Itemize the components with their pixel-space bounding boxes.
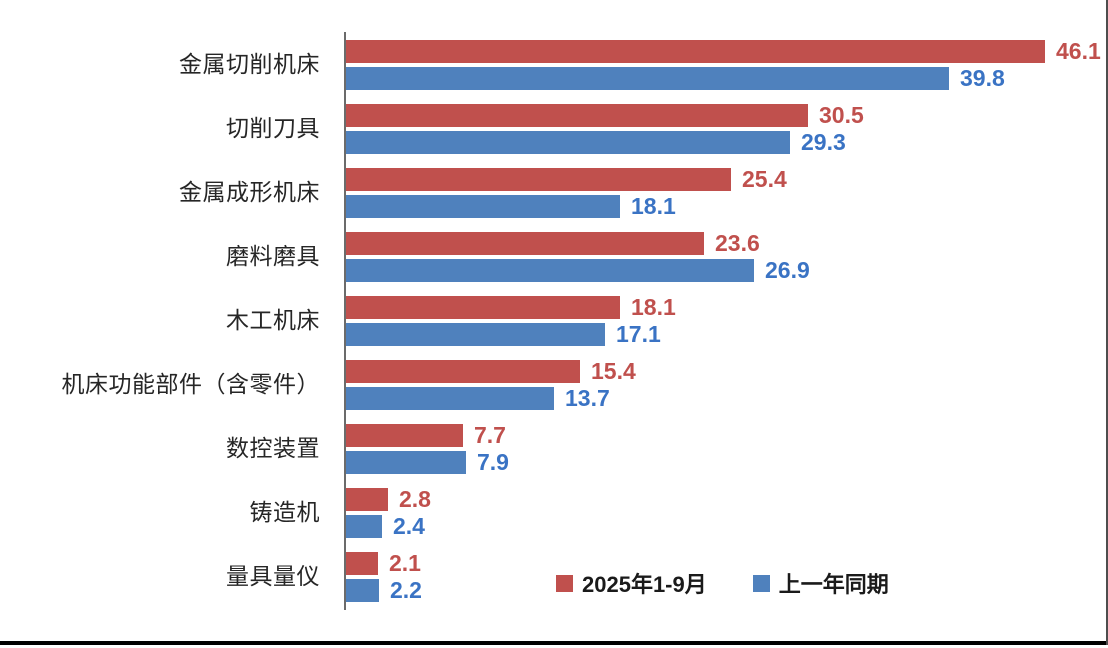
bar-current-period — [346, 360, 580, 383]
bar-line-previous-period: 26.9 — [346, 259, 1108, 282]
bar-current-period — [346, 424, 463, 447]
category-bars: 18.1 17.1 — [346, 296, 1108, 346]
category-bars: 7.7 7.9 — [346, 424, 1108, 474]
category-label: 金属成形机床 — [179, 179, 320, 206]
legend-item-previous-period: 上一年同期 — [752, 567, 889, 599]
data-label-previous-period: 26.9 — [765, 257, 810, 283]
bar-line-current-period: 18.1 — [346, 296, 1108, 319]
bar-current-period — [346, 40, 1045, 63]
legend-label-previous-period: 上一年同期 — [778, 572, 889, 597]
bar-previous-period — [346, 259, 754, 282]
data-label-current-period: 25.4 — [742, 166, 787, 192]
category-group: 数控装置 7.7 7.9 — [0, 424, 1108, 474]
bar-line-current-period: 25.4 — [346, 168, 1108, 191]
legend-label-current-period: 2025年1-9月 — [582, 572, 707, 597]
bar-current-period — [346, 168, 731, 191]
bar-line-current-period: 46.1 — [346, 40, 1108, 63]
bar-previous-period — [346, 131, 790, 154]
bar-line-previous-period: 2.2 — [346, 579, 1108, 602]
data-label-current-period: 46.1 — [1056, 38, 1101, 64]
bar-line-previous-period: 29.3 — [346, 131, 1108, 154]
category-axis-line — [344, 32, 346, 610]
category-group: 木工机床 18.1 17.1 — [0, 296, 1108, 346]
bar-line-previous-period: 18.1 — [346, 195, 1108, 218]
data-label-current-period: 2.8 — [399, 486, 431, 512]
category-group: 金属成形机床 25.4 18.1 — [0, 168, 1108, 218]
category-label: 切削刀具 — [226, 115, 320, 142]
bar-current-period — [346, 552, 378, 575]
category-group: 量具量仪 2.1 2.2 — [0, 552, 1108, 602]
data-label-previous-period: 2.4 — [393, 513, 425, 539]
category-label: 数控装置 — [226, 435, 320, 462]
bar-current-period — [346, 232, 704, 255]
category-bars: 2.8 2.4 — [346, 488, 1108, 538]
category-label: 铸造机 — [249, 499, 320, 526]
category-bars: 15.4 13.7 — [346, 360, 1108, 410]
bar-previous-period — [346, 451, 466, 474]
bar-current-period — [346, 104, 808, 127]
data-label-previous-period: 7.9 — [477, 449, 509, 475]
bar-line-previous-period: 13.7 — [346, 387, 1108, 410]
bar-previous-period — [346, 195, 620, 218]
category-label: 量具量仪 — [226, 563, 320, 590]
category-label: 磨料磨具 — [226, 243, 320, 270]
bottom-border-rule — [0, 641, 1108, 645]
data-label-previous-period: 2.2 — [390, 577, 422, 603]
bar-current-period — [346, 296, 620, 319]
chart-legend: 2025年1-9月 上一年同期 — [556, 567, 889, 599]
bar-line-current-period: 2.8 — [346, 488, 1108, 511]
data-label-previous-period: 29.3 — [801, 129, 846, 155]
bar-line-previous-period: 7.9 — [346, 451, 1108, 474]
bar-previous-period — [346, 387, 554, 410]
category-label: 木工机床 — [226, 307, 320, 334]
bar-current-period — [346, 488, 388, 511]
category-group: 切削刀具 30.5 29.3 — [0, 104, 1108, 154]
category-bars: 46.1 39.8 — [346, 40, 1108, 90]
data-label-current-period: 15.4 — [591, 358, 636, 384]
category-group: 机床功能部件（含零件） 15.4 13.7 — [0, 360, 1108, 410]
data-label-previous-period: 17.1 — [616, 321, 661, 347]
bar-line-previous-period: 2.4 — [346, 515, 1108, 538]
category-bars: 30.5 29.3 — [346, 104, 1108, 154]
right-border-rule — [1106, 0, 1108, 645]
category-bars: 23.6 26.9 — [346, 232, 1108, 282]
legend-swatch-blue — [752, 574, 770, 592]
category-label: 机床功能部件（含零件） — [61, 371, 320, 398]
bar-line-current-period: 23.6 — [346, 232, 1108, 255]
data-label-current-period: 18.1 — [631, 294, 676, 320]
chart-rows: 金属切削机床 46.1 39.8 切削刀具 30.5 29.3 金属成形机床 25.4 18.1… — [0, 40, 1108, 602]
legend-item-current-period: 2025年1-9月 — [556, 567, 707, 599]
category-group: 金属切削机床 46.1 39.8 — [0, 40, 1108, 90]
bar-line-current-period: 15.4 — [346, 360, 1108, 383]
bar-previous-period — [346, 323, 605, 346]
legend-swatch-red — [556, 574, 573, 592]
bar-line-current-period: 30.5 — [346, 104, 1108, 127]
category-label: 金属切削机床 — [179, 51, 320, 78]
bar-line-previous-period: 17.1 — [346, 323, 1108, 346]
data-label-current-period: 23.6 — [715, 230, 760, 256]
data-label-current-period: 2.1 — [389, 550, 421, 576]
bar-line-previous-period: 39.8 — [346, 67, 1108, 90]
bar-line-current-period: 7.7 — [346, 424, 1108, 447]
category-bars: 2.1 2.2 — [346, 552, 1108, 602]
bar-previous-period — [346, 515, 382, 538]
category-bars: 25.4 18.1 — [346, 168, 1108, 218]
bar-previous-period — [346, 67, 949, 90]
data-label-current-period: 30.5 — [819, 102, 864, 128]
data-label-previous-period: 39.8 — [960, 65, 1005, 91]
bar-line-current-period: 2.1 — [346, 552, 1108, 575]
category-group: 铸造机 2.8 2.4 — [0, 488, 1108, 538]
bar-previous-period — [346, 579, 379, 602]
data-label-previous-period: 18.1 — [631, 193, 676, 219]
data-label-current-period: 7.7 — [474, 422, 506, 448]
category-group: 磨料磨具 23.6 26.9 — [0, 232, 1108, 282]
data-label-previous-period: 13.7 — [565, 385, 610, 411]
